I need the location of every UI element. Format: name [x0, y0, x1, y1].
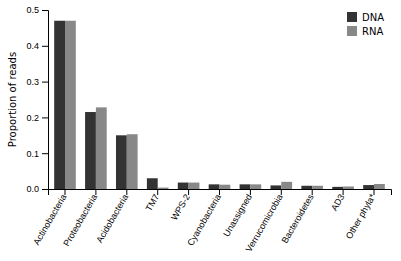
- bar: [250, 184, 261, 189]
- y-tick-label: 0.3: [26, 77, 39, 87]
- bar: [240, 184, 251, 189]
- x-axis: ActinobacteriaProteobacteriaAcidobacteri…: [31, 189, 391, 254]
- bar: [301, 186, 312, 189]
- plot: 0.0 0.1 0.2 0.3 0.4 0.5 ActinobacteriaProteoba…: [26, 5, 391, 253]
- y-tick: 0.4: [26, 41, 48, 51]
- x-tick-label: Unassigned: [221, 192, 253, 238]
- y-tick-label: 0.2: [26, 113, 39, 123]
- bar: [374, 184, 385, 189]
- x-tick-label: WPS-2: [169, 192, 192, 222]
- bar: [158, 188, 169, 189]
- x-tick-label: AD3: [329, 192, 346, 212]
- x-tick-label: Acidobacteria: [94, 192, 130, 244]
- x-tick: Acidobacteria: [94, 189, 130, 245]
- x-tick-mark: [312, 189, 313, 195]
- x-tick-label: Cyanobacteria: [185, 192, 223, 247]
- bar: [85, 112, 96, 189]
- legend-label: RNA: [362, 26, 383, 37]
- y-tick: 0.3: [26, 77, 48, 87]
- x-tick: Unassigned: [221, 189, 253, 238]
- bar: [96, 107, 107, 189]
- y-tick: 0.1: [26, 149, 48, 159]
- x-tick-mark: [126, 189, 127, 195]
- x-tick: AD3: [329, 189, 346, 212]
- legend-item: RNA: [347, 26, 383, 37]
- y-tick-mark: [42, 117, 48, 118]
- x-tick-label: TM7: [143, 192, 161, 213]
- x-tick: Actinobacteria: [31, 189, 68, 247]
- bar: [312, 186, 323, 189]
- bar: [270, 185, 281, 189]
- bar: [147, 178, 158, 189]
- y-tick-mark: [42, 189, 48, 190]
- y-tick-mark: [42, 153, 48, 154]
- x-tick: WPS-2: [169, 189, 192, 222]
- bar: [343, 186, 354, 189]
- series: [65, 21, 385, 189]
- x-tick-mark: [343, 189, 344, 195]
- y-tick-label: 0.1: [26, 149, 39, 159]
- y-tick: 0.5: [26, 5, 48, 15]
- bar: [332, 187, 343, 189]
- series: [54, 21, 374, 189]
- y-tick: 0.2: [26, 113, 48, 123]
- y-tick-mark: [42, 82, 48, 83]
- y-tick-label: 0.5: [26, 5, 39, 15]
- y-tick: 0.0: [26, 184, 48, 194]
- x-tick-mark: [64, 189, 65, 195]
- bar: [54, 21, 65, 189]
- bar: [189, 183, 200, 189]
- x-tick: Cyanobacteria: [185, 189, 223, 248]
- y-tick-label: 0.0: [26, 184, 39, 194]
- x-tick-label: Other phyla*: [344, 192, 378, 241]
- bar: [209, 184, 220, 189]
- legend-swatch: [347, 12, 357, 22]
- x-tick-mark: [95, 189, 96, 195]
- legend-label: DNA: [362, 12, 384, 23]
- legend-item: DNA: [347, 12, 384, 23]
- bar: [363, 185, 374, 189]
- bars: [54, 21, 385, 189]
- x-tick: Verrucomicrobia: [244, 189, 285, 254]
- bar: [281, 182, 292, 189]
- bar: [127, 134, 138, 189]
- x-tick: TM7: [143, 189, 161, 213]
- x-tick: Other phyla*: [344, 189, 378, 241]
- y-tick-mark: [42, 10, 48, 11]
- bar: [178, 183, 189, 189]
- bar: [220, 185, 231, 189]
- x-tick-mark: [281, 189, 282, 195]
- bar: [65, 21, 76, 189]
- y-axis-line: [42, 11, 49, 190]
- y-axis: 0.0 0.1 0.2 0.3 0.4 0.5: [26, 5, 48, 194]
- legend: DNA RNA: [347, 12, 384, 37]
- x-tick-mark: [188, 189, 189, 195]
- x-tick-label: Bacteroidetes: [279, 192, 315, 245]
- legend-swatch: [347, 26, 357, 36]
- chart: 0.0 0.1 0.2 0.3 0.4 0.5 ActinobacteriaProteoba…: [0, 0, 401, 261]
- x-tick-mark: [157, 189, 158, 195]
- bar: [116, 135, 127, 189]
- x-tick-mark: [250, 189, 251, 195]
- x-tick-mark: [374, 189, 375, 195]
- x-tick: Bacteroidetes: [279, 189, 315, 245]
- x-tick-mark: [219, 189, 220, 195]
- y-axis-title: Proportion of reads: [7, 52, 18, 147]
- y-tick-mark: [42, 46, 48, 47]
- x-tick-label: Verrucomicrobia: [244, 192, 285, 253]
- y-tick-label: 0.4: [26, 41, 39, 51]
